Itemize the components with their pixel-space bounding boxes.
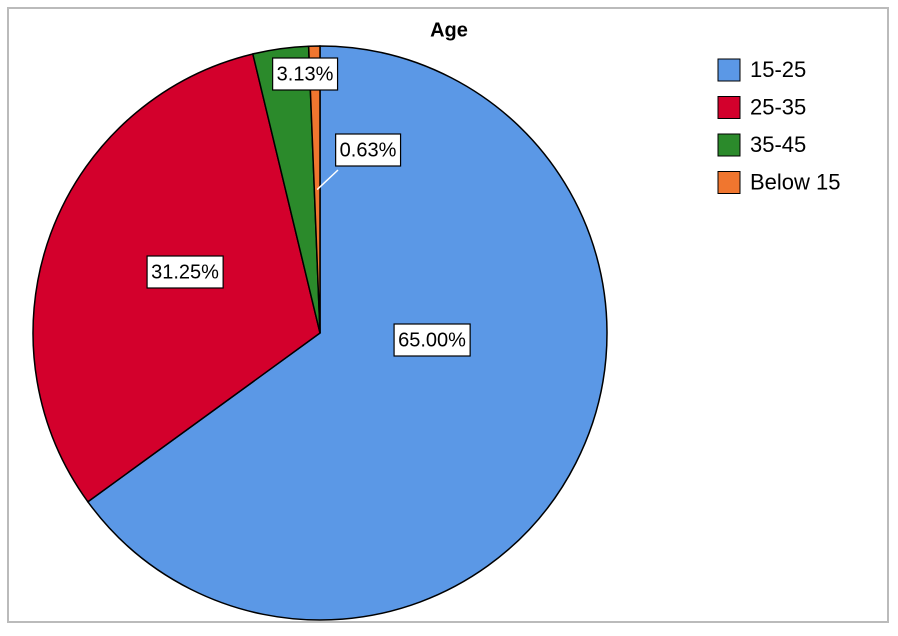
value-label-text: 3.13% [277,63,334,85]
legend-swatch [717,96,741,119]
label-box [393,323,471,357]
legend-swatch [717,58,741,82]
legend-swatch [717,171,741,194]
leader-line [316,169,339,191]
pie-slice [307,45,321,334]
legend-label: Below 15 [750,169,841,194]
legend-swatch [717,133,741,157]
label-box [146,255,224,289]
legend-label: 25-35 [750,94,806,119]
value-label: 3.13% [272,57,339,91]
legend-label: 15-25 [750,57,806,82]
label-box [272,57,339,91]
legend-label: 35-45 [750,132,806,157]
value-label-text: 31.25% [151,261,219,283]
pie-slice [86,45,608,621]
value-label: 65.00% [393,323,471,357]
value-label-text: 0.63% [340,139,397,161]
value-label: 0.63% [335,133,402,167]
label-box [335,133,402,167]
value-label: 31.25% [146,255,224,289]
chart-title: Age [430,19,468,41]
value-label-text: 65.00% [398,329,466,351]
